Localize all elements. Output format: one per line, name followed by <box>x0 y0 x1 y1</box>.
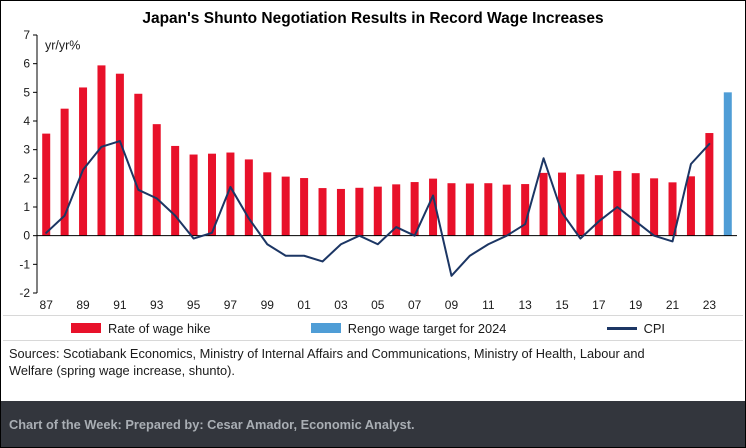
wage-bar <box>42 133 51 236</box>
wage-bar <box>631 173 640 236</box>
wage-bar <box>484 183 493 236</box>
wage-bar <box>613 170 622 236</box>
svg-text:99: 99 <box>261 298 275 312</box>
svg-text:-1: -1 <box>19 257 30 271</box>
wage-bar <box>373 186 382 236</box>
svg-text:7: 7 <box>23 28 30 42</box>
legend-item-wage-hike: Rate of wage hike <box>71 321 210 336</box>
wage-bar <box>336 188 345 236</box>
wage-bar <box>244 159 253 236</box>
rengo-target-bar <box>723 92 732 236</box>
legend-item-rengo-target: Rengo wage target for 2024 <box>310 320 507 336</box>
chart-title: Japan's Shunto Negotiation Results in Re… <box>142 10 604 27</box>
svg-text:3: 3 <box>23 143 30 157</box>
wage-bar <box>686 176 695 236</box>
wage-bar <box>115 73 124 236</box>
sources-note: Sources: Scotiabank Economics, Ministry … <box>9 346 645 378</box>
wage-bar <box>668 182 677 236</box>
wage-bar <box>539 172 548 236</box>
wage-bar <box>355 187 364 236</box>
svg-text:97: 97 <box>224 298 238 312</box>
chart-legend: Rate of wage hike Rengo wage target for … <box>3 315 743 341</box>
svg-text:2: 2 <box>23 171 30 185</box>
wage-bar <box>705 133 714 236</box>
wage-bar <box>558 172 566 236</box>
legend-label-rengo-target: Rengo wage target for 2024 <box>347 320 507 336</box>
svg-text:91: 91 <box>113 298 127 312</box>
wage-bar <box>60 108 69 236</box>
footer-bar: Chart of the Week: Prepared by: Cesar Am… <box>1 401 745 447</box>
svg-text:89: 89 <box>76 298 90 312</box>
svg-text:yr/yr%: yr/yr% <box>45 38 80 52</box>
svg-text:13: 13 <box>518 298 532 312</box>
rengo-target-swatch-icon <box>310 323 341 333</box>
svg-text:6: 6 <box>23 57 30 71</box>
svg-text:19: 19 <box>629 298 643 312</box>
wage-bar <box>226 152 235 236</box>
wage-bar <box>134 93 143 236</box>
svg-text:-2: -2 <box>19 286 30 300</box>
svg-text:5: 5 <box>23 85 30 99</box>
cpi-line-swatch-icon <box>606 326 637 330</box>
svg-text:23: 23 <box>703 298 717 312</box>
svg-text:87: 87 <box>40 298 54 312</box>
legend-label-cpi: CPI <box>643 320 665 336</box>
cpi-line <box>45 140 711 277</box>
svg-text:09: 09 <box>445 298 459 312</box>
wage-bar <box>208 153 216 236</box>
svg-text:11: 11 <box>482 298 495 312</box>
svg-text:0: 0 <box>23 229 30 243</box>
wage-bar <box>152 124 161 236</box>
svg-text:05: 05 <box>371 298 385 312</box>
wage-bar <box>465 183 474 236</box>
wage-bar <box>521 184 530 236</box>
wage-bar <box>300 178 309 236</box>
legend-item-cpi: CPI <box>606 320 665 336</box>
wage-bar <box>594 175 603 236</box>
legend-label-wage-hike: Rate of wage hike <box>108 320 211 336</box>
wage-bar <box>502 184 511 236</box>
wage-bar <box>410 182 419 236</box>
wage-bar <box>576 174 585 236</box>
wage-bar <box>318 188 327 236</box>
svg-text:21: 21 <box>666 298 680 312</box>
wage-bar <box>429 178 438 236</box>
svg-text:07: 07 <box>408 298 422 312</box>
svg-text:15: 15 <box>555 298 569 312</box>
footer-credit: Chart of the Week: Prepared by: Cesar Am… <box>9 416 415 432</box>
svg-text:95: 95 <box>187 298 201 312</box>
wage-hike-swatch-icon <box>71 323 101 333</box>
chart-area: 7 6 5 4 3 2 1 0 -1 -2 yr/yr% 87 89 91 93 95 97 99 01 03 05 07… <box>1 23 745 315</box>
wage-bar <box>171 145 180 236</box>
wage-bar <box>79 87 88 236</box>
svg-text:93: 93 <box>150 298 164 312</box>
svg-text:03: 03 <box>334 298 348 312</box>
wage-bar <box>281 176 290 236</box>
svg-text:1: 1 <box>23 200 30 214</box>
wage-bar <box>263 172 272 236</box>
svg-text:01: 01 <box>297 298 311 312</box>
wage-bar <box>447 183 456 236</box>
wage-bar <box>189 154 198 236</box>
wage-bar <box>650 178 659 236</box>
svg-text:4: 4 <box>23 114 30 128</box>
wage-bar <box>392 184 401 236</box>
svg-text:17: 17 <box>592 298 606 312</box>
wage-bar <box>97 65 106 236</box>
